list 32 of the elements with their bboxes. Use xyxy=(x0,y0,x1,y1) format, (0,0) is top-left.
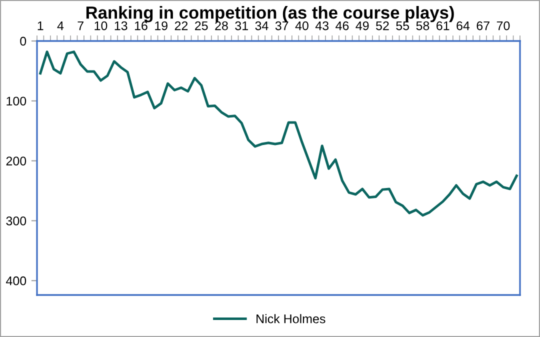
x-tick-label: 19 xyxy=(155,21,168,30)
x-tick-label: 64 xyxy=(456,21,470,30)
x-tick-label: 46 xyxy=(336,21,349,30)
x-tick-label: 10 xyxy=(94,21,108,30)
y-tick-label: 300 xyxy=(6,216,26,226)
x-tick-label: 37 xyxy=(275,21,288,30)
x-tick-label: 70 xyxy=(496,21,510,30)
x-tick-label: 1 xyxy=(38,21,44,30)
x-tick-label: 58 xyxy=(416,21,430,30)
x-tick-label: 34 xyxy=(255,21,268,30)
x-tick-label: 40 xyxy=(295,21,308,30)
y-tick-label: 400 xyxy=(6,276,26,286)
line-series xyxy=(39,50,518,217)
x-tick-label: 49 xyxy=(356,21,369,30)
chart-title: Ranking in competition (as the course plays) xyxy=(86,6,454,22)
x-tick-label: 28 xyxy=(215,21,228,30)
y-tick-label: 0 xyxy=(20,36,26,46)
x-tick-label: 22 xyxy=(174,21,188,30)
x-tick-label: 61 xyxy=(436,21,450,30)
x-tick-label: 43 xyxy=(315,21,329,30)
x-tick-label: 13 xyxy=(114,21,128,30)
y-tick-label: 100 xyxy=(6,96,26,106)
x-tick-label: 52 xyxy=(376,21,389,30)
y-tick-label: 200 xyxy=(6,156,26,166)
x-tick-label: 25 xyxy=(195,21,208,30)
x-tick-label: 31 xyxy=(235,21,248,30)
x-tick-label: 55 xyxy=(396,21,410,30)
x-tick-label: 4 xyxy=(57,21,64,30)
x-tick-label: 67 xyxy=(476,21,490,30)
x-tick-label: 7 xyxy=(78,21,84,30)
x-tick-label: 16 xyxy=(134,21,148,30)
legend-label: Nick Holmes xyxy=(256,314,326,324)
